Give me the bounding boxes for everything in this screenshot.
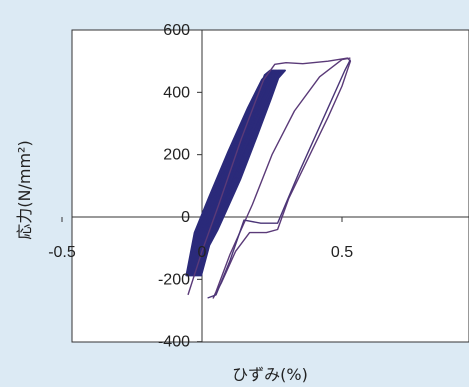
series-0-cycle-line xyxy=(197,69,284,277)
y-axis-title: 応力(N/mm²) xyxy=(15,140,34,239)
y-tick-label: -200 xyxy=(158,271,190,288)
x-tick-label: 0.5 xyxy=(331,244,353,261)
x-tick-label: -0.5 xyxy=(48,244,76,261)
series-0-cycle-line xyxy=(199,69,286,277)
series-layer xyxy=(185,57,352,299)
y-tick-label: -400 xyxy=(158,334,190,351)
series-0-cycle-line xyxy=(194,69,281,277)
y-tick-label: 600 xyxy=(163,22,190,39)
y-tick-label: 0 xyxy=(181,209,190,226)
series-0-cycle-line xyxy=(198,69,285,277)
x-axis-title: ひずみ(%) xyxy=(232,365,308,384)
y-tick-label: 200 xyxy=(163,147,190,164)
series-2-line xyxy=(207,59,352,299)
series-0-cycle-line xyxy=(195,69,282,277)
axis-lines xyxy=(61,29,469,343)
x-tick-label: 0 xyxy=(198,244,207,261)
y-tick-label: 400 xyxy=(163,84,190,101)
